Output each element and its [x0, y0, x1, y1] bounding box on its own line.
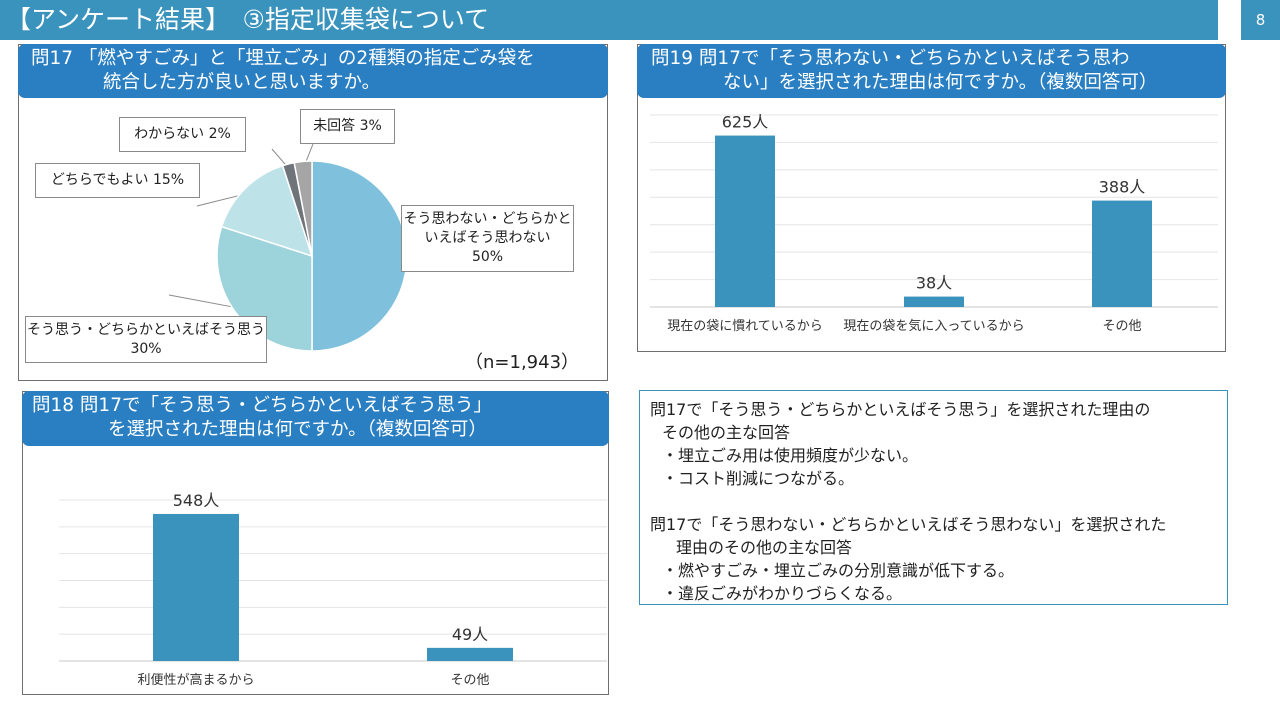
q19-category-label: 現在の袋に慣れているから — [667, 318, 823, 334]
note1-item2: ・コスト削減につながる。 — [662, 469, 855, 488]
pie-slices — [216, 160, 408, 352]
note1-line1: 問17で「そう思う・どちらかといえばそう思う」を選択された理由の — [650, 400, 1151, 419]
pie-slice-noanswer — [293, 160, 313, 257]
q19-data-label: 625人 — [722, 113, 769, 132]
q17-panel: そう思わない・どちらかと いえばそう思わない 50% そう思う・どちらかといえば… — [18, 44, 608, 381]
q19-category-label: 現在の袋を気に入っているから — [843, 318, 1024, 334]
q19-data-label: 38人 — [916, 274, 952, 293]
q18-data-label: 548人 — [173, 491, 220, 510]
q18-data-label: 49人 — [452, 625, 488, 644]
q18-bar — [427, 647, 513, 661]
slide-title: 【アンケート結果】 ③指定収集袋について — [0, 0, 1218, 40]
pie-callout-no-line3: 50% — [471, 249, 504, 265]
note1-line2: その他の主な回答 — [662, 423, 791, 442]
q19-data-label: 388人 — [1099, 178, 1146, 197]
note2-item1: ・燃やすごみ・埋立ごみの分別意識が低下する。 — [662, 561, 1015, 580]
sample-size-label: （n=1,943） — [465, 352, 580, 373]
q18-header-line1: 問18 問17で「そう思う・どちらかといえばそう思う」 — [32, 395, 492, 416]
q19-header: 問19 問17で「そう思わない・どちらかといえばそう思わ ない」を選択された理由… — [637, 44, 1226, 98]
pie-callout-yes: そう思う・どちらかといえばそう思う 30% — [25, 316, 267, 363]
q19-bar — [904, 296, 964, 307]
pie-callout-noanswer: 未回答 3% — [300, 109, 395, 144]
q19-header-line2: ない」を選択された理由は何ですか。（複数回答可） — [723, 72, 1158, 93]
pie-callout-yes-line1: そう思う・どちらかといえばそう思う — [27, 322, 265, 338]
q18-bar — [153, 513, 239, 661]
pie-slice-yes — [216, 225, 313, 352]
other-answers-box: 問17で「そう思う・どちらかといえばそう思う」を選択された理由の その他の主な回… — [639, 390, 1228, 605]
pie-callout-either: どちらでもよい 15% — [35, 163, 200, 198]
q19-header-line1: 問19 問17で「そう思わない・どちらかといえばそう思わ — [651, 48, 1130, 69]
note2-item2: ・違反ごみがわかりづらくなる。 — [662, 584, 903, 603]
note2-line2: 理由のその他の主な回答 — [676, 538, 853, 557]
q18-gridlines — [59, 499, 607, 662]
pie-callout-no: そう思わない・どちらかと いえばそう思わない 50% — [401, 205, 574, 272]
pie-callout-no-line1: そう思わない・どちらかと — [403, 211, 572, 227]
pie-slice-yes-leader — [168, 294, 241, 309]
q18-category-label: その他 — [450, 673, 489, 688]
page-number: 8 — [1241, 0, 1280, 40]
pie-callout-no-line2: いえばそう思わない — [424, 230, 551, 246]
note1-item1: ・埋立ごみ用は使用頻度が少ない。 — [662, 446, 919, 465]
pie-callout-unknown: わからない 2% — [119, 117, 246, 152]
q19-category-label: その他 — [1102, 319, 1141, 334]
q17-header-line1: 問17 「燃やすごみ」と「埋立ごみ」の2種類の指定ごみ袋を — [31, 48, 535, 69]
pie-slice-no — [311, 160, 408, 352]
q17-header: 問17 「燃やすごみ」と「埋立ごみ」の2種類の指定ごみ袋を 統合した方が良いと思… — [18, 44, 608, 98]
pie-callout-yes-line2: 30% — [130, 341, 162, 357]
q18-header: 問18 問17で「そう思う・どちらかといえばそう思う」 を選択された理由は何です… — [22, 391, 609, 446]
q17-header-line2: 統合した方が良いと思いますか。 — [103, 72, 381, 93]
q19-bar — [715, 135, 775, 307]
q18-header-line2: を選択された理由は何ですか。（複数回答可） — [108, 419, 487, 440]
pie-chart — [168, 143, 408, 352]
q19-bar — [1092, 200, 1152, 307]
q18-category-label: 利便性が高まるから — [137, 672, 254, 688]
note2-line1: 問17で「そう思わない・どちらかといえばそう思わない」を選択された — [650, 515, 1167, 534]
